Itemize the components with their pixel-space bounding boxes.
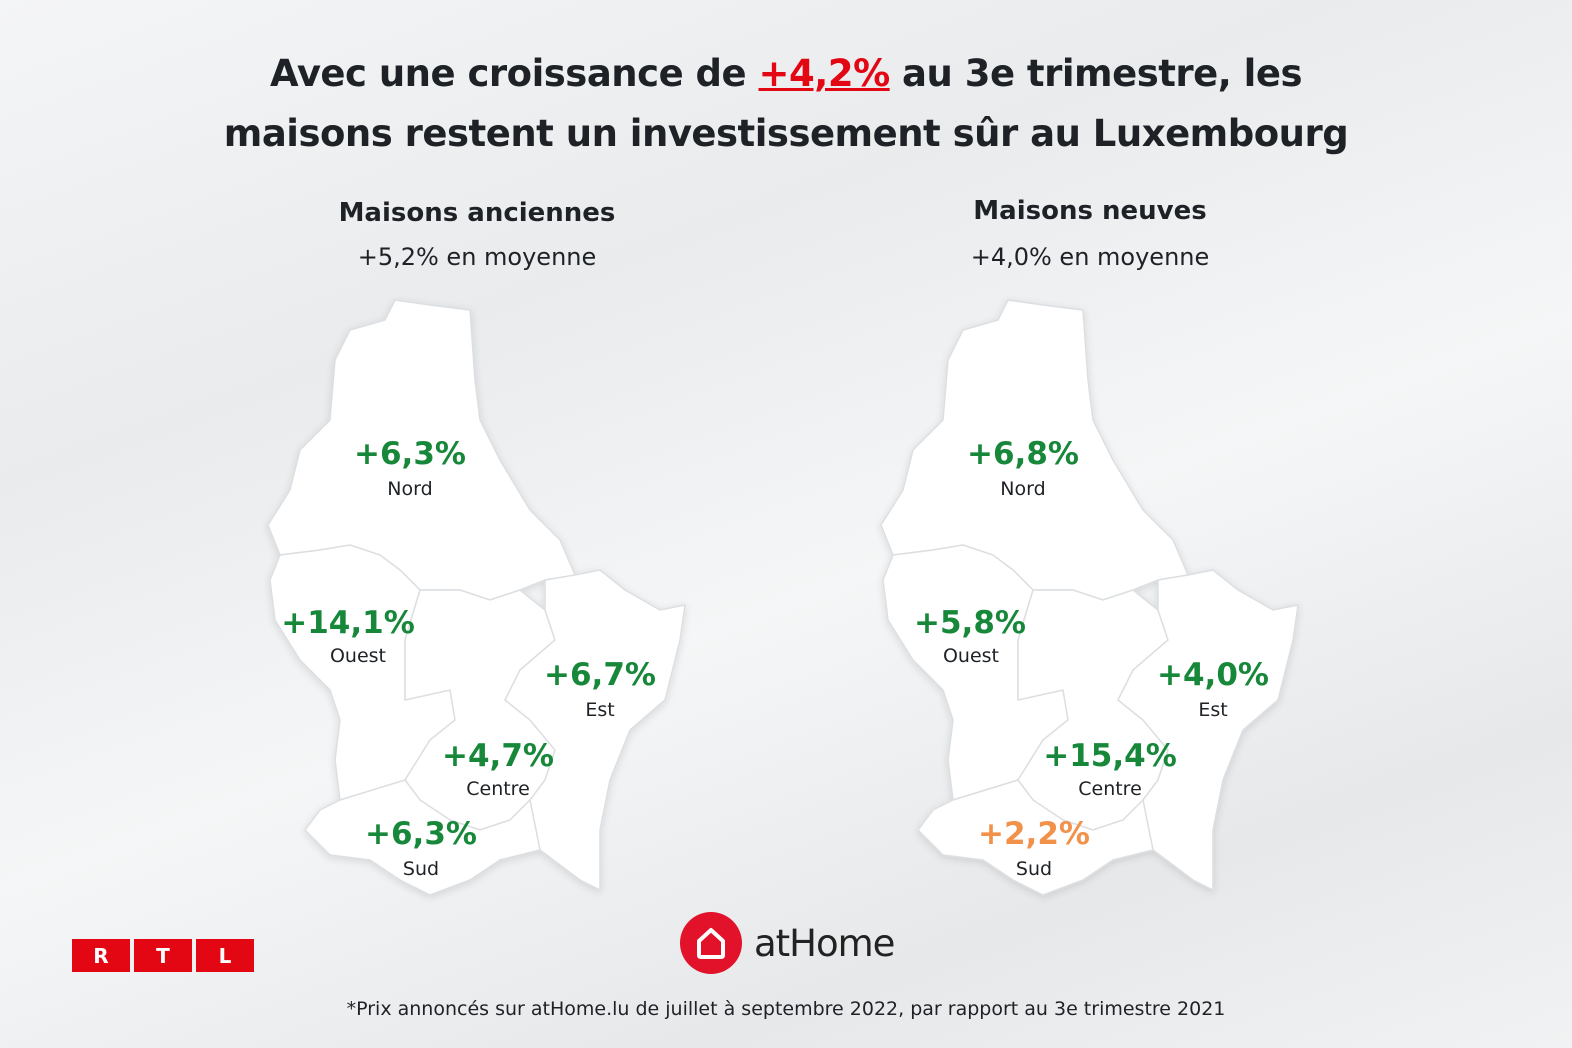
rtl-letter: L (196, 939, 254, 972)
value-centre: +15,4% (1043, 738, 1177, 774)
map-average-old: +5,2% en moyenne (357, 243, 597, 271)
footnote: *Prix annoncés sur atHome.lu de juillet … (346, 998, 1226, 1020)
headline-highlight: +4,2% (758, 52, 891, 95)
label-ouest: Ouest (330, 645, 386, 667)
headline-line-1: Avec une croissance de +4,2% au 3e trime… (0, 44, 1572, 104)
label-nord: Nord (387, 478, 432, 500)
value-ouest: +14,1% (281, 605, 415, 641)
map-heading-new: Maisons neuves (973, 196, 1207, 226)
athome-logo: atHome (680, 912, 895, 974)
value-est: +6,7% (544, 657, 656, 693)
label-ouest: Ouest (943, 645, 999, 667)
headline-text: Avec une croissance de (270, 52, 759, 95)
value-sud: +2,2% (978, 816, 1090, 852)
labels-old: +6,3% Nord +14,1% Ouest +6,7% Est +4,7% … (281, 436, 656, 880)
map-heading-old: Maisons anciennes (338, 198, 616, 228)
label-centre: Centre (466, 778, 530, 800)
value-est: +4,0% (1157, 657, 1269, 693)
rtl-letter: T (134, 939, 192, 972)
label-est: Est (1198, 699, 1227, 721)
label-centre: Centre (1078, 778, 1142, 800)
map-average-new: +4,0% en moyenne (970, 243, 1210, 271)
value-sud: +6,3% (365, 816, 477, 852)
value-nord: +6,8% (967, 436, 1079, 472)
label-nord: Nord (1000, 478, 1045, 500)
map-old-houses (267, 299, 686, 896)
value-centre: +4,7% (442, 738, 554, 774)
map-new-houses (880, 299, 1299, 896)
label-sud: Sud (1016, 858, 1052, 880)
value-ouest: +5,8% (914, 605, 1026, 641)
headline-text: au 3e trimestre, les (889, 52, 1302, 95)
labels-new: +6,8% Nord +5,8% Ouest +4,0% Est +15,4% … (914, 436, 1269, 880)
house-icon (680, 912, 742, 974)
value-nord: +6,3% (354, 436, 466, 472)
rtl-logo: R T L (72, 939, 254, 972)
rtl-letter: R (72, 939, 130, 972)
label-est: Est (585, 699, 614, 721)
label-sud: Sud (403, 858, 439, 880)
athome-wordmark: atHome (754, 921, 895, 965)
headline-line-2: maisons restent un investissement sûr au… (223, 112, 1349, 155)
